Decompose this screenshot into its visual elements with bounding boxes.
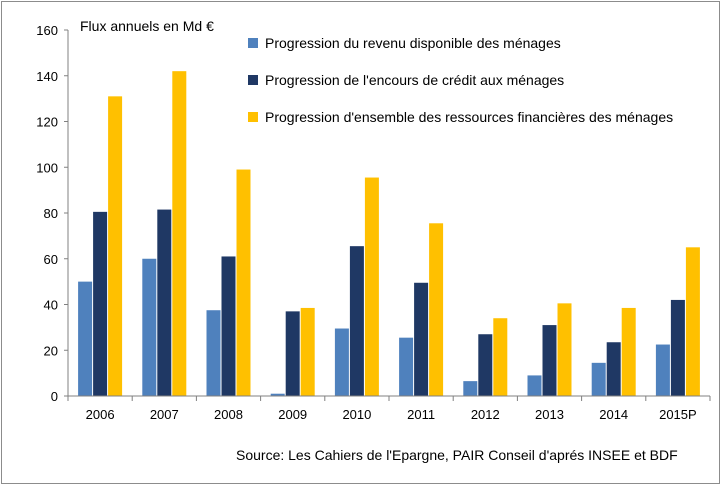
bar-2014-series-3 bbox=[621, 307, 636, 396]
bar-2011-series-3 bbox=[429, 223, 444, 396]
bar-2014-series-2 bbox=[606, 342, 621, 396]
source-note: Source: Les Cahiers de l'Epargne, PAIR C… bbox=[236, 447, 678, 463]
y-tick-label: 80 bbox=[44, 206, 58, 221]
legend-swatch bbox=[248, 112, 258, 122]
legend: Progression du revenu disponible des mén… bbox=[248, 35, 673, 125]
y-tick-label: 120 bbox=[36, 115, 58, 130]
bar-2012-series-1 bbox=[463, 381, 478, 396]
bar-2013-series-3 bbox=[557, 303, 572, 396]
y-tick-label: 140 bbox=[36, 69, 58, 84]
x-tick-label: 2014 bbox=[599, 407, 628, 422]
bar-2006-series-3 bbox=[108, 96, 123, 397]
x-tick-label: 2010 bbox=[342, 407, 371, 422]
bar-2007-series-1 bbox=[142, 258, 157, 396]
x-tick-label: 2015P bbox=[659, 407, 697, 422]
bar-2008-series-3 bbox=[236, 169, 251, 396]
bar-2015P-series-3 bbox=[685, 247, 700, 396]
y-tick-label: 40 bbox=[44, 298, 58, 313]
bar-2010-series-3 bbox=[364, 177, 379, 396]
y-tick-label: 160 bbox=[36, 23, 58, 38]
bars bbox=[78, 71, 700, 397]
bar-2015P-series-1 bbox=[655, 344, 670, 396]
y-axis-label: Flux annuels en Md € bbox=[80, 18, 214, 34]
bar-2014-series-1 bbox=[591, 362, 606, 396]
bar-2007-series-2 bbox=[157, 209, 172, 396]
bar-2008-series-1 bbox=[206, 310, 221, 396]
bar-2007-series-3 bbox=[172, 71, 187, 397]
bar-2013-series-2 bbox=[542, 325, 557, 396]
legend-swatch bbox=[248, 38, 258, 48]
x-tick-label: 2013 bbox=[535, 407, 564, 422]
x-axis-ticks: 2006 2007 2008 2009 2010 2011 2012 2013 2014 2015… bbox=[67, 396, 711, 422]
y-tick-label: 20 bbox=[44, 343, 58, 358]
x-tick-label: 2012 bbox=[471, 407, 500, 422]
legend-label: Progression d'ensemble des ressources fi… bbox=[265, 109, 673, 125]
bar-2011-series-1 bbox=[399, 337, 414, 396]
bar-2010-series-2 bbox=[349, 246, 364, 396]
bar-2009-series-2 bbox=[285, 311, 300, 396]
bar-2012-series-2 bbox=[478, 334, 493, 396]
x-tick-label: 2009 bbox=[278, 407, 307, 422]
bar-2009-series-3 bbox=[300, 307, 315, 396]
y-tick-label: 60 bbox=[44, 252, 58, 267]
bar-2009-series-1 bbox=[270, 393, 285, 396]
x-tick-label: 2006 bbox=[86, 407, 115, 422]
bar-2010-series-1 bbox=[334, 328, 349, 396]
legend-swatch bbox=[248, 75, 258, 85]
bar-2006-series-1 bbox=[78, 281, 93, 396]
bar-2012-series-3 bbox=[493, 318, 508, 396]
y-tick-label: 0 bbox=[51, 389, 58, 404]
legend-label: Progression de l'encours de crédit aux m… bbox=[265, 72, 564, 88]
y-tick-label: 100 bbox=[36, 160, 58, 175]
bar-2011-series-2 bbox=[414, 282, 429, 396]
bar-2008-series-2 bbox=[221, 256, 236, 396]
x-tick-label: 2011 bbox=[407, 407, 435, 422]
legend-label: Progression du revenu disponible des mén… bbox=[265, 35, 561, 51]
x-tick-label: 2008 bbox=[214, 407, 243, 422]
bar-2013-series-1 bbox=[527, 375, 542, 396]
x-tick-label: 2007 bbox=[150, 407, 179, 422]
y-axis-ticks: 0 20 40 60 80 100 120 140 160 bbox=[36, 23, 68, 404]
bar-2006-series-2 bbox=[93, 211, 108, 396]
bar-2015P-series-2 bbox=[670, 299, 685, 396]
